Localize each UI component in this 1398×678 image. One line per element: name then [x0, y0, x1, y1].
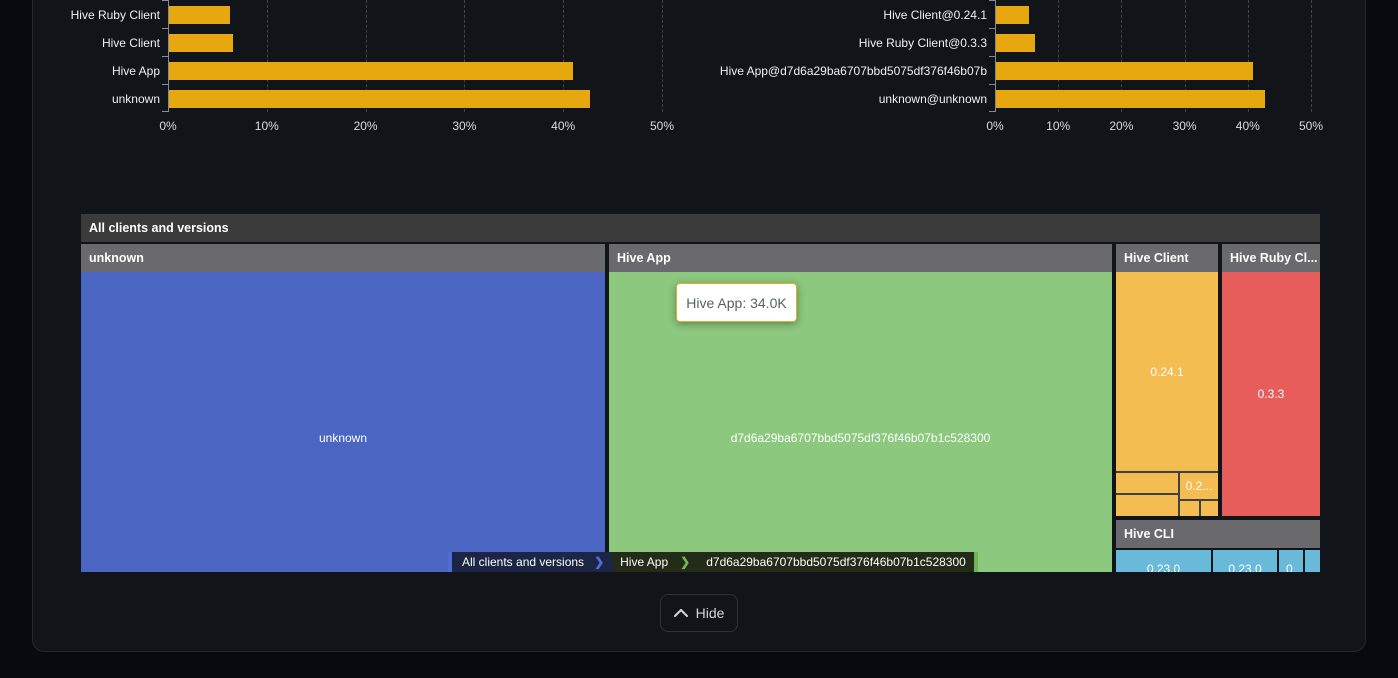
category-label-left-1: Hive Client [101, 36, 160, 50]
treemap-block-hive-cli-3[interactable]: 0. [1279, 550, 1303, 572]
gridline [365, 0, 367, 112]
treemap-breadcrumb: All clients and versions ❯ Hive App ❯ d7… [448, 552, 978, 572]
axis-tick [162, 56, 168, 57]
treemap-section-header-hive-ruby-client[interactable]: Hive Ruby Cl... [1222, 244, 1320, 272]
gridline [1311, 0, 1312, 112]
treemap-block-label: unknown [318, 431, 368, 445]
treemap-block-0-2[interactable]: 0.2... [1180, 473, 1218, 499]
axis-tick [989, 111, 995, 112]
category-label-right-3: unknown@unknown [878, 92, 987, 106]
x-tick-label: 30% [452, 119, 477, 133]
x-tick-label: 20% [353, 119, 378, 133]
treemap-section-header-hive-client[interactable]: Hive Client [1116, 244, 1218, 272]
chevron-right-icon: ❯ [676, 552, 699, 572]
bar-left-0[interactable] [169, 6, 231, 24]
treemap-block-small-2[interactable] [1116, 495, 1178, 516]
gridline [1184, 0, 1186, 112]
y-axis-line [168, 0, 169, 112]
treemap-block-label: 0.3.3 [1257, 387, 1285, 401]
gridline [563, 0, 565, 112]
breadcrumb-right-edge [973, 552, 978, 572]
breadcrumb-item-hash[interactable]: d7d6a29ba6707bbd5075df376f46b07b1c528300 [698, 552, 974, 572]
chevron-up-icon [673, 609, 688, 617]
treemap-section-header-hive-app[interactable]: Hive App [609, 244, 1112, 272]
hide-button-label: Hide [695, 605, 725, 621]
bar-left-1[interactable] [169, 34, 234, 52]
bar-right-3[interactable] [996, 90, 1265, 108]
treemap-block-hive-cli-2[interactable]: 0.23.0 [1213, 550, 1277, 572]
hide-button[interactable]: Hide [660, 594, 738, 632]
x-tick-label: 40% [551, 119, 576, 133]
x-tick-label: 30% [1172, 119, 1197, 133]
treemap-block-unknown[interactable]: unknown [81, 272, 605, 572]
treemap-root-header[interactable]: All clients and versions [81, 214, 1320, 242]
axis-tick [989, 84, 995, 85]
treemap-block-tiny-1[interactable] [1180, 501, 1199, 516]
x-tick-label: 20% [1109, 119, 1134, 133]
treemap-tooltip: Hive App: 34.0K [676, 283, 797, 322]
breadcrumb-item-root[interactable]: All clients and versions [452, 552, 593, 572]
y-axis-line [995, 0, 996, 112]
axis-tick [989, 56, 995, 57]
x-tick-label: 50% [1298, 119, 1324, 133]
gridline [1058, 0, 1060, 112]
category-label-left-2: Hive App [111, 64, 160, 78]
bar-charts-row: Hive Ruby Client Hive Client Hive App unkno… [0, 0, 1398, 145]
category-label-left-0: Hive Ruby Client [70, 8, 160, 22]
x-tick-label: 0% [986, 119, 1004, 133]
bar-right-1[interactable] [996, 34, 1036, 52]
bar-right-0[interactable] [996, 6, 1030, 24]
treemap-block-0-24-1[interactable]: 0.24.1 [1116, 272, 1218, 471]
treemap-block-label: 0.24.1 [1150, 364, 1184, 379]
bar-left-2[interactable] [169, 62, 574, 80]
axis-tick [162, 28, 168, 29]
x-tick-label: 10% [254, 119, 279, 133]
gridline [1121, 0, 1123, 112]
gridline [464, 0, 466, 112]
axis-tick [989, 28, 995, 29]
treemap-section-header-unknown[interactable]: unknown [81, 244, 605, 272]
x-tick-label: 10% [1046, 119, 1071, 133]
treemap-block-tiny-2[interactable] [1201, 501, 1218, 516]
axis-tick [162, 0, 168, 1]
category-label-right-2: Hive App@d7d6a29ba6707bbd5075df376f46b07… [719, 64, 987, 78]
axis-tick [162, 84, 168, 85]
gridline [266, 0, 268, 112]
breadcrumb-item-hive-app[interactable]: Hive App [612, 552, 677, 572]
chevron-right-icon: ❯ [592, 552, 613, 572]
treemap-block-label: 0.23.0 [1146, 562, 1181, 572]
treemap-section-header-hive-cli[interactable]: Hive CLI [1116, 520, 1320, 548]
breadcrumb-left-edge [448, 552, 452, 572]
treemap-block-hive-cli-4[interactable] [1305, 550, 1320, 572]
gridline [662, 0, 663, 112]
treemap-block-label: 0.2... [1185, 479, 1213, 493]
treemap-block-hive-app-hash[interactable]: d7d6a29ba6707bbd5075df376f46b07b1c528300 [609, 272, 1112, 572]
category-label-right-1: Hive Ruby Client@0.3.3 [858, 36, 987, 50]
treemap: All clients and versions unknown unknown… [81, 214, 1320, 572]
treemap-block-0-3-3[interactable]: 0.3.3 [1222, 272, 1320, 516]
bar-right-2[interactable] [996, 62, 1254, 80]
treemap-block-label: d7d6a29ba6707bbd5075df376f46b07b1c528300 [730, 431, 991, 445]
treemap-block-label: 0.23.0 [1228, 562, 1262, 572]
treemap-group-hive-client: 0.24.1 0.2... [1116, 272, 1218, 516]
treemap-block-label: 0. [1285, 562, 1296, 572]
category-label-left-3: unknown [111, 92, 160, 106]
gridline [1247, 0, 1249, 112]
bar-left-3[interactable] [169, 90, 590, 108]
category-label-right-0: Hive Client@0.24.1 [883, 8, 987, 22]
x-tick-label: 40% [1235, 119, 1260, 133]
x-tick-label: 0% [159, 119, 177, 133]
treemap-block-hive-cli-1[interactable]: 0.23.0 [1116, 550, 1211, 572]
x-tick-label: 50% [649, 119, 675, 133]
treemap-block-small-1[interactable] [1116, 473, 1178, 493]
axis-tick [162, 111, 168, 112]
axis-tick [989, 0, 995, 1]
